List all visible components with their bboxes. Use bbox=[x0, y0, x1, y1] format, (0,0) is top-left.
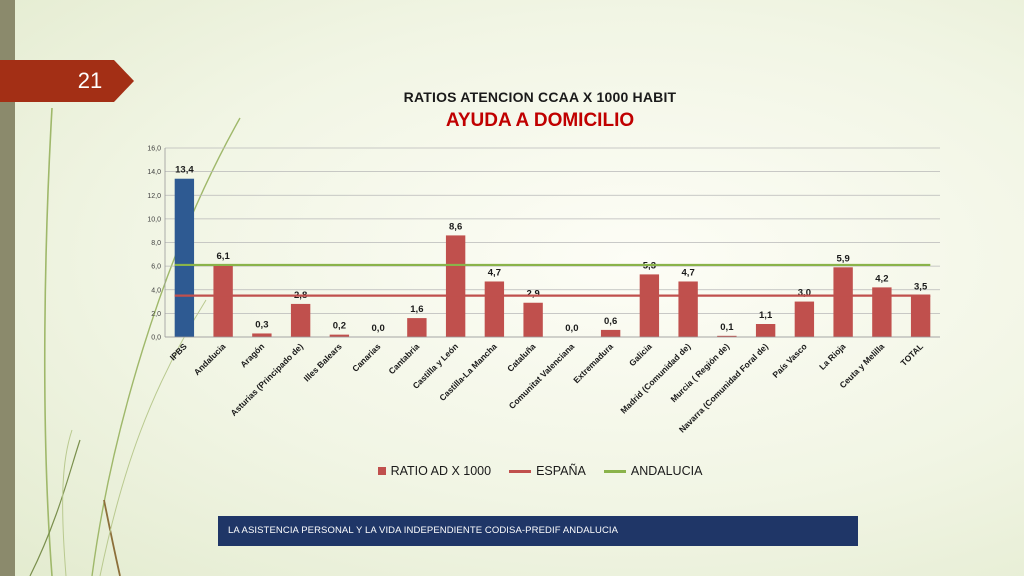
y-tick-label: 16,0 bbox=[147, 146, 161, 153]
data-label: 6,1 bbox=[217, 251, 231, 262]
x-tick-label: Andalucia bbox=[192, 341, 228, 377]
data-label: 4,7 bbox=[682, 267, 695, 278]
legend-swatch-ratio bbox=[377, 467, 386, 475]
x-tick-label: IPBS bbox=[168, 341, 189, 362]
data-label: 0,6 bbox=[604, 316, 617, 327]
legend-item-espana: ESPAÑA bbox=[509, 464, 586, 478]
bar bbox=[794, 301, 815, 337]
data-label: 1,6 bbox=[410, 304, 423, 315]
bar bbox=[639, 274, 660, 337]
x-tick-label: Asturias (Principado de) bbox=[228, 341, 305, 418]
bar bbox=[833, 267, 853, 337]
data-label: 4,7 bbox=[488, 267, 501, 278]
legend-swatch-espana bbox=[509, 469, 532, 473]
footer-text: LA ASISTENCIA PERSONAL Y LA VIDA INDEPEN… bbox=[228, 525, 619, 536]
legend-label-ratio: RATIO AD X 1000 bbox=[390, 464, 492, 478]
bar bbox=[755, 324, 776, 337]
y-tick-label: 2,0 bbox=[151, 311, 161, 318]
data-label: 0,0 bbox=[372, 323, 385, 334]
chart-title: RATIOS ATENCION CCAA X 1000 HABIT bbox=[403, 89, 677, 105]
data-label: 0,0 bbox=[565, 323, 578, 334]
bar bbox=[717, 335, 737, 337]
legend-item-andalucia: ANDALUCIA bbox=[603, 464, 703, 478]
bar bbox=[484, 281, 505, 337]
legend-item-ratio: RATIO AD X 1000 bbox=[377, 464, 492, 478]
legend-label-andalucia: ANDALUCIA bbox=[630, 464, 703, 478]
bar bbox=[678, 281, 698, 337]
data-label: 8,6 bbox=[449, 221, 462, 232]
x-tick-label: Canarias bbox=[350, 341, 383, 374]
bar bbox=[290, 303, 311, 337]
bar bbox=[910, 295, 931, 337]
x-tick-label: Madrid (Comunidad de) bbox=[618, 341, 692, 415]
y-tick-label: 12,0 bbox=[147, 193, 161, 200]
bar bbox=[252, 333, 272, 337]
data-label: 2,9 bbox=[527, 289, 540, 300]
x-tick-label: La Rioja bbox=[817, 341, 848, 372]
legend-swatch-andalucia bbox=[603, 469, 626, 473]
left-accent-bar bbox=[0, 0, 15, 576]
chart-subtitle: AYUDA A DOMICILIO bbox=[445, 110, 635, 131]
data-label: 0,3 bbox=[255, 319, 268, 330]
x-tick-label: Comunitat Valenciana bbox=[507, 341, 577, 411]
x-tick-label: Galicia bbox=[627, 341, 654, 368]
data-label: 0,2 bbox=[333, 321, 346, 332]
slide-number: 21 bbox=[77, 68, 103, 93]
x-tick-label: Aragón bbox=[238, 341, 266, 369]
bar bbox=[407, 318, 427, 337]
data-label: 1,1 bbox=[759, 310, 773, 321]
y-tick-label: 0,0 bbox=[151, 335, 161, 342]
data-label: 5,9 bbox=[837, 253, 850, 264]
legend-label-espana: ESPAÑA bbox=[536, 464, 586, 478]
x-tick-label: Illes Balears bbox=[302, 341, 344, 383]
bar bbox=[872, 287, 892, 337]
bar bbox=[213, 264, 233, 337]
y-tick-label: 6,0 bbox=[151, 264, 161, 271]
bar bbox=[445, 235, 466, 337]
y-tick-label: 10,0 bbox=[147, 216, 161, 223]
x-tick-label: Cantabria bbox=[386, 341, 421, 376]
footer-banner: LA ASISTENCIA PERSONAL Y LA VIDA INDEPEN… bbox=[218, 516, 858, 546]
x-tick-label: Cataluña bbox=[505, 341, 538, 374]
slide-number-tab bbox=[0, 60, 134, 102]
bar bbox=[523, 302, 543, 337]
x-tick-label: TOTAL bbox=[898, 341, 925, 368]
data-label: 0,1 bbox=[720, 322, 734, 333]
x-tick-label: Extremadura bbox=[571, 341, 615, 385]
data-label: 3,0 bbox=[798, 288, 811, 299]
bar bbox=[600, 329, 621, 337]
x-tick-label: País Vasco bbox=[770, 341, 808, 379]
data-label: 13,4 bbox=[175, 165, 194, 176]
bar bbox=[174, 178, 195, 337]
y-tick-label: 14,0 bbox=[147, 169, 161, 176]
y-tick-label: 8,0 bbox=[151, 240, 161, 247]
y-tick-label: 4,0 bbox=[151, 287, 161, 294]
data-label: 3,5 bbox=[914, 282, 928, 293]
data-label: 4,2 bbox=[875, 273, 888, 284]
chart-legend: RATIO AD X 1000 ESPAÑA ANDALUCIA bbox=[330, 462, 750, 480]
bar bbox=[329, 334, 350, 337]
